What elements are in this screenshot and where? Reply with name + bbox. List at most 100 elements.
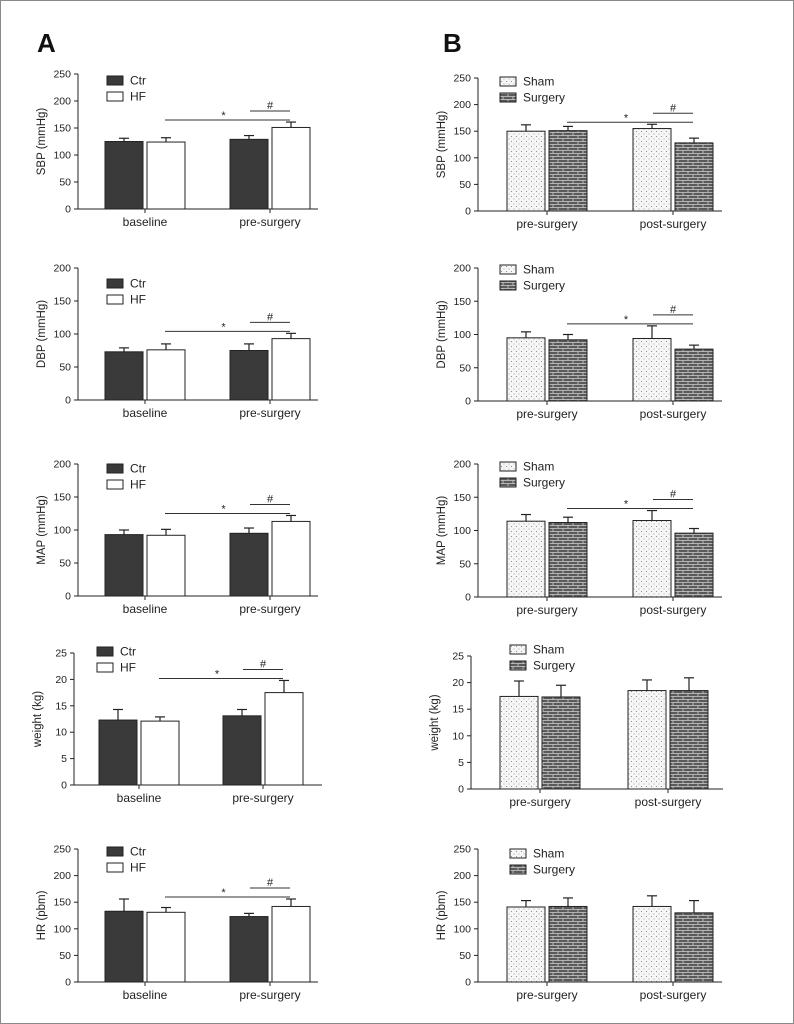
legend-swatch-surgery	[509, 864, 527, 875]
bar-sham	[506, 906, 546, 983]
bar-ctr	[229, 350, 269, 401]
y-tick-label: 200	[453, 870, 471, 882]
y-tick-label: 250	[53, 844, 71, 856]
panel-label-b: B	[443, 28, 462, 58]
x-category-label: baseline	[123, 988, 168, 1002]
y-tick-label: 150	[53, 492, 71, 504]
bar-ctr	[229, 916, 269, 983]
x-category-label: pre-surgery	[239, 602, 300, 616]
bar-ctr	[104, 910, 144, 983]
bar-hf	[140, 720, 180, 786]
significance-star: *	[624, 314, 629, 326]
legend-label-hf: HF	[130, 478, 146, 492]
y-tick-label: 250	[53, 69, 71, 81]
significance-star: *	[624, 499, 629, 511]
chart-a-weight: 0 5 10 15 20 25 weight (kg) baseline pre-surgery…	[32, 645, 322, 805]
legend-label-sham: Sham	[523, 460, 554, 474]
y-tick-label: 50	[459, 558, 471, 570]
x-category-label: post-surgery	[640, 217, 707, 231]
legend-swatch-ctr	[106, 278, 124, 289]
y-axis-label: MAP (mmHg)	[36, 495, 48, 565]
bar-ctr	[229, 138, 269, 210]
legend-label-surgery: Surgery	[523, 279, 565, 293]
legend-swatch-surgery	[499, 280, 517, 291]
y-tick-label: 0	[65, 395, 71, 407]
x-category-label: pre-surgery	[239, 215, 300, 229]
y-tick-label: 20	[55, 674, 67, 686]
legend-swatch-surgery	[509, 660, 527, 671]
bar-sham	[632, 905, 672, 983]
legend-swatch-sham	[509, 644, 527, 655]
x-category-label: pre-surgery	[516, 603, 577, 617]
y-tick-label: 200	[53, 96, 71, 108]
y-tick-label: 15	[452, 704, 464, 716]
y-axis-label: HR (pbm)	[436, 890, 448, 940]
bar-hf	[146, 349, 186, 401]
legend-label-ctr: Ctr	[130, 462, 146, 476]
y-tick-label: 50	[59, 177, 71, 189]
y-tick-label: 150	[453, 126, 471, 138]
chart-b-dbp: 0 50 100 150 200 DBP (mmHg) pre-surgery post-su…	[436, 263, 722, 421]
significance-star: *	[221, 503, 226, 515]
x-category-label: baseline	[123, 602, 168, 616]
y-tick-label: 0	[65, 591, 71, 603]
x-category-label: post-surgery	[640, 407, 707, 421]
legend-swatch-hf	[96, 662, 114, 673]
legend-swatch-hf	[106, 862, 124, 873]
y-tick-label: 50	[459, 950, 471, 962]
bar-surgery	[548, 905, 588, 983]
bar-ctr	[222, 715, 262, 786]
bar-sham	[506, 130, 546, 212]
y-tick-label: 50	[459, 179, 471, 191]
legend-swatch-sham	[499, 76, 517, 87]
bar-hf	[271, 126, 311, 210]
significance-hash: #	[267, 100, 274, 112]
x-category-label: pre-surgery	[239, 406, 300, 420]
significance-hash: #	[670, 102, 677, 114]
legend-label-ctr: Ctr	[130, 277, 146, 291]
legend-swatch-ctr	[96, 646, 114, 657]
chart-a-dbp: 0 50 100 150 200 DBP (mmHg) baseline pre-surger…	[36, 263, 318, 420]
bar-hf	[146, 141, 186, 210]
bar-surgery	[674, 142, 714, 212]
y-tick-label: 50	[59, 558, 71, 570]
x-category-label: post-surgery	[640, 988, 707, 1002]
chart-b-map: 0 50 100 150 200 MAP (mmHg) pre-surgery post-su…	[436, 459, 722, 617]
legend-swatch-sham	[509, 848, 527, 859]
legend-label-hf: HF	[130, 293, 146, 307]
y-tick-label: 5	[458, 757, 464, 769]
y-tick-label: 0	[65, 977, 71, 989]
chart-b-weight: 0 5 10 15 20 25 weight (kg) pre-surgery post-sur…	[429, 643, 723, 809]
chart-a-sbp: 0 50 100 150 200 250 SBP (mmHg) baseline pre-sur…	[36, 69, 318, 229]
significance-hash: #	[670, 489, 677, 501]
bar-surgery	[674, 348, 714, 402]
y-axis-label: HR (pbm)	[36, 890, 48, 940]
legend-label-sham: Sham	[523, 263, 554, 277]
chart-b-sbp: 0 50 100 150 200 250 SBP (mmHg) pre-surgery post…	[436, 73, 722, 231]
significance-hash: #	[670, 304, 677, 316]
x-category-label: baseline	[117, 791, 162, 805]
legend-swatch-hf	[106, 91, 124, 102]
y-tick-label: 100	[453, 923, 471, 935]
y-tick-label: 0	[458, 784, 464, 796]
bar-hf	[271, 905, 311, 983]
legend-label-hf: HF	[120, 661, 136, 675]
x-category-label: pre-surgery	[516, 988, 577, 1002]
y-tick-label: 200	[53, 263, 71, 275]
legend-label-hf: HF	[130, 90, 146, 104]
y-tick-label: 200	[453, 263, 471, 275]
y-tick-label: 250	[453, 844, 471, 856]
x-category-label: pre-surgery	[516, 407, 577, 421]
legend-swatch-sham	[499, 461, 517, 472]
y-tick-label: 10	[452, 730, 464, 742]
y-tick-label: 50	[459, 362, 471, 374]
bar-surgery	[541, 696, 581, 790]
bar-sham	[506, 520, 546, 598]
legend-label-ctr: Ctr	[130, 845, 146, 859]
y-tick-label: 100	[53, 150, 71, 162]
legend-label-sham: Sham	[533, 643, 564, 657]
y-tick-label: 0	[465, 977, 471, 989]
x-category-label: pre-surgery	[509, 795, 570, 809]
x-category-label: pre-surgery	[239, 988, 300, 1002]
y-tick-label: 100	[453, 525, 471, 537]
